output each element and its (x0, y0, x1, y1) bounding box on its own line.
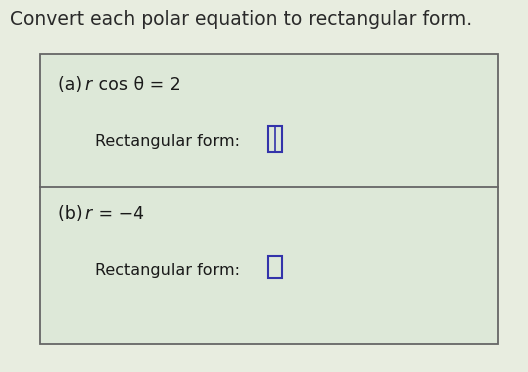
Bar (40, 54, 498, 344)
Bar (268, 126, 282, 152)
Text: r: r (84, 76, 91, 94)
Bar (40, 187, 498, 344)
Text: cos θ = 2: cos θ = 2 (93, 76, 181, 94)
Text: (a): (a) (58, 76, 88, 94)
Bar (268, 256, 282, 278)
Text: r: r (84, 205, 91, 223)
Text: Convert each polar equation to rectangular form.: Convert each polar equation to rectangul… (10, 10, 472, 29)
Text: = −4: = −4 (93, 205, 144, 223)
Bar (40, 54, 498, 187)
Text: Rectangular form:: Rectangular form: (95, 134, 240, 149)
Text: Rectangular form:: Rectangular form: (95, 263, 240, 278)
Text: (b): (b) (58, 205, 88, 223)
